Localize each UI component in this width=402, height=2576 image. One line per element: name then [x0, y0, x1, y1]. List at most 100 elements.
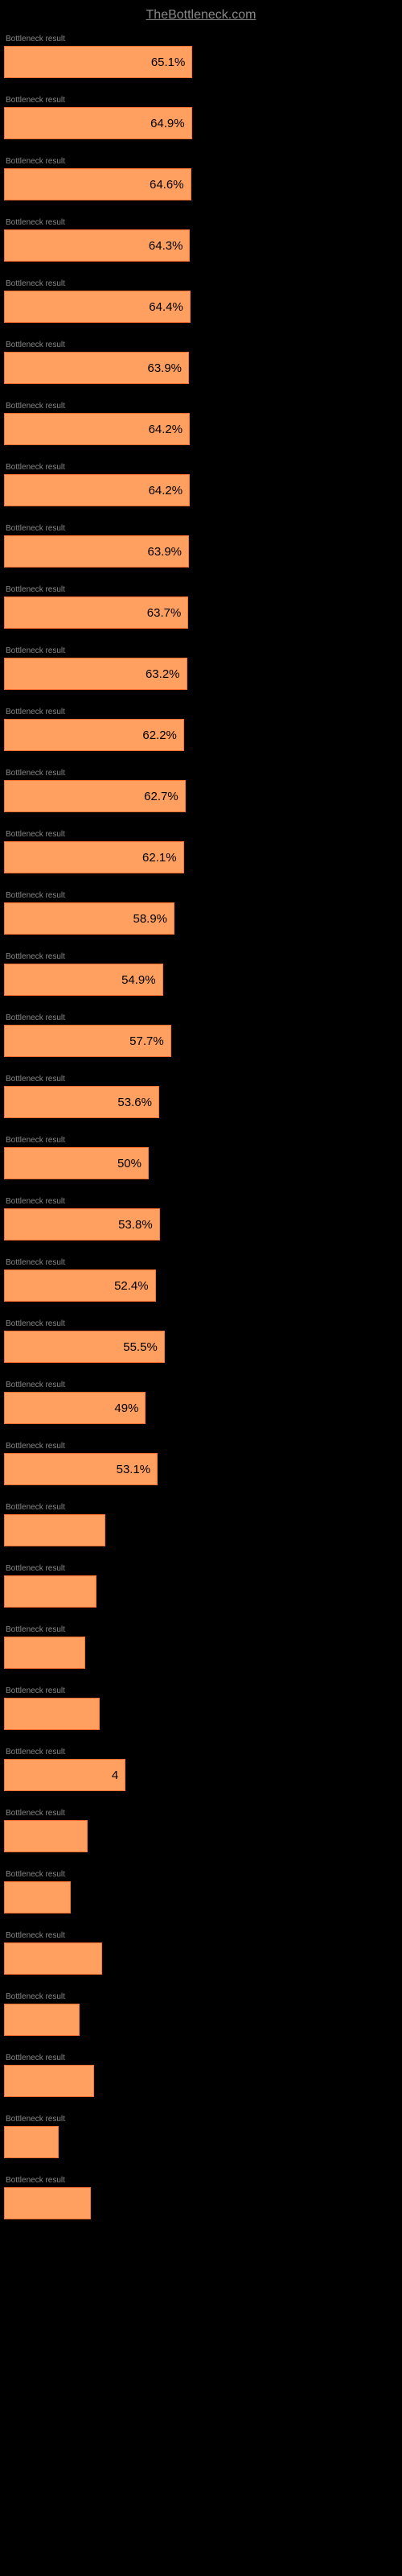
bar-group: Bottleneck result — [4, 2115, 398, 2158]
bar-label: Bottleneck result — [4, 157, 398, 166]
bar-group: Bottleneck result64.3% — [4, 218, 398, 262]
bar-value: 55.5% — [123, 1340, 158, 1354]
bar: 52.4% — [4, 1269, 156, 1302]
bar-row: 65.1% — [4, 46, 398, 78]
bar-label: Bottleneck result — [4, 585, 398, 594]
bar: 54.9% — [4, 964, 163, 996]
bar-value: 53.6% — [117, 1096, 152, 1109]
bar-value: 64.2% — [149, 423, 183, 436]
bar-row — [4, 1698, 398, 1730]
bar — [4, 1514, 105, 1546]
bar-group: Bottleneck result63.2% — [4, 646, 398, 690]
bar-value: 58.9% — [133, 912, 167, 926]
bar: 57.7% — [4, 1025, 171, 1057]
bar-group: Bottleneck result 55.5% — [4, 1319, 398, 1363]
bar-label: Bottleneck result — [4, 524, 398, 533]
bar-label: Bottleneck result — [4, 1931, 398, 1940]
bar: 53.6% — [4, 1086, 159, 1118]
bar-group: Bottleneck result 53.8% — [4, 1197, 398, 1241]
bar-label: Bottleneck result — [4, 1564, 398, 1573]
bar-value: 62.1% — [142, 851, 177, 865]
bar-group: Bottleneck result — [4, 1809, 398, 1852]
bar-group: Bottleneck result50% — [4, 1136, 398, 1179]
bar-group: Bottleneck result — [4, 2054, 398, 2097]
bar-row — [4, 2187, 398, 2219]
bar-group: Bottleneck result 58.9% — [4, 891, 398, 935]
bar-group: Bottleneck result 53.1% — [4, 1442, 398, 1485]
bar-value: 50% — [117, 1157, 142, 1170]
bar: 53.1% — [4, 1453, 158, 1485]
bar-label: Bottleneck result — [4, 769, 398, 778]
bar-value: 54.9% — [121, 973, 156, 987]
bar-value: 63.9% — [147, 545, 182, 559]
bar: 63.2% — [4, 658, 187, 690]
bar-value: 65.1% — [151, 56, 186, 69]
bar-group: Bottleneck result 65.1% — [4, 35, 398, 78]
bar-row — [4, 1881, 398, 1913]
bar: 53.8% — [4, 1208, 160, 1241]
bar — [4, 1575, 96, 1608]
bar: 64.4% — [4, 291, 191, 323]
bar-value: 4 — [112, 1769, 118, 1782]
bar-group: Bottleneck result 64.9% — [4, 96, 398, 139]
bar-group: Bottleneck result52.4% — [4, 1258, 398, 1302]
bar-label: Bottleneck result — [4, 2115, 398, 2124]
bar-value: 64.6% — [150, 178, 184, 192]
bar: 63.7% — [4, 597, 188, 629]
bar-group: Bottleneck result — [4, 2176, 398, 2219]
bar-label: Bottleneck result — [4, 1319, 398, 1328]
bar: 62.2% — [4, 719, 184, 751]
bar-row: 64.2% — [4, 474, 398, 506]
bar-label: Bottleneck result — [4, 891, 398, 900]
bar-row — [4, 1575, 398, 1608]
bar-label: Bottleneck result — [4, 1197, 398, 1206]
bar-label: Bottleneck result — [4, 1625, 398, 1634]
bar-row: 63.9% — [4, 352, 398, 384]
bar-group: Bottleneck result — [4, 1503, 398, 1546]
bar-value: 57.7% — [129, 1034, 164, 1048]
bar — [4, 2187, 91, 2219]
bar-row: 52.4% — [4, 1269, 398, 1302]
bar-row: 53.8% — [4, 1208, 398, 1241]
bar-label: Bottleneck result — [4, 1013, 398, 1022]
bar-label: Bottleneck result — [4, 1503, 398, 1512]
bar-label: Bottleneck result — [4, 35, 398, 43]
bottleneck-chart: Bottleneck result65.1%Bottleneck result6… — [4, 35, 398, 2219]
bar-label: Bottleneck result — [4, 341, 398, 349]
bar-label: Bottleneck result — [4, 1809, 398, 1818]
bar-row: 64.4% — [4, 291, 398, 323]
bar-row: 64.6% — [4, 168, 398, 200]
bar-group: Bottleneck result62.2% — [4, 708, 398, 751]
bar-value: 53.8% — [118, 1218, 153, 1232]
bar-group: Bottleneck result 63.7% — [4, 585, 398, 629]
bar — [4, 1698, 100, 1730]
bar-label: Bottleneck result — [4, 1442, 398, 1451]
bar-group: Bottleneck result64.4% — [4, 279, 398, 323]
bar-row — [4, 1820, 398, 1852]
bar-row — [4, 2065, 398, 2097]
bar-group: Bottleneck result — [4, 1625, 398, 1669]
bar: 64.2% — [4, 474, 190, 506]
bar-label: Bottleneck result — [4, 96, 398, 105]
bar-label: Bottleneck result — [4, 1748, 398, 1757]
bar-label: Bottleneck result — [4, 2176, 398, 2185]
bar-row: 57.7% — [4, 1025, 398, 1057]
bar-value: 52.4% — [114, 1279, 149, 1293]
bar-row: 63.2% — [4, 658, 398, 690]
bar-row: 53.6% — [4, 1086, 398, 1118]
bar: 64.3% — [4, 229, 190, 262]
bar: 62.7% — [4, 780, 186, 812]
bar: 64.9% — [4, 107, 192, 139]
bar: 50% — [4, 1147, 149, 1179]
bar-row: 62.7% — [4, 780, 398, 812]
bar-label: Bottleneck result — [4, 830, 398, 839]
bar-value: 63.2% — [146, 667, 180, 681]
bar — [4, 2065, 94, 2097]
bar-label: Bottleneck result — [4, 1075, 398, 1084]
bar-row: 62.2% — [4, 719, 398, 751]
bar-group: Bottleneck result — [4, 1931, 398, 1975]
bar-group: Bottleneck result 62.7% — [4, 769, 398, 812]
bar-group: Bottleneck result 63.9% — [4, 341, 398, 384]
bar-row: 49% — [4, 1392, 398, 1424]
site-header-link[interactable]: TheBottleneck.com — [4, 8, 398, 23]
